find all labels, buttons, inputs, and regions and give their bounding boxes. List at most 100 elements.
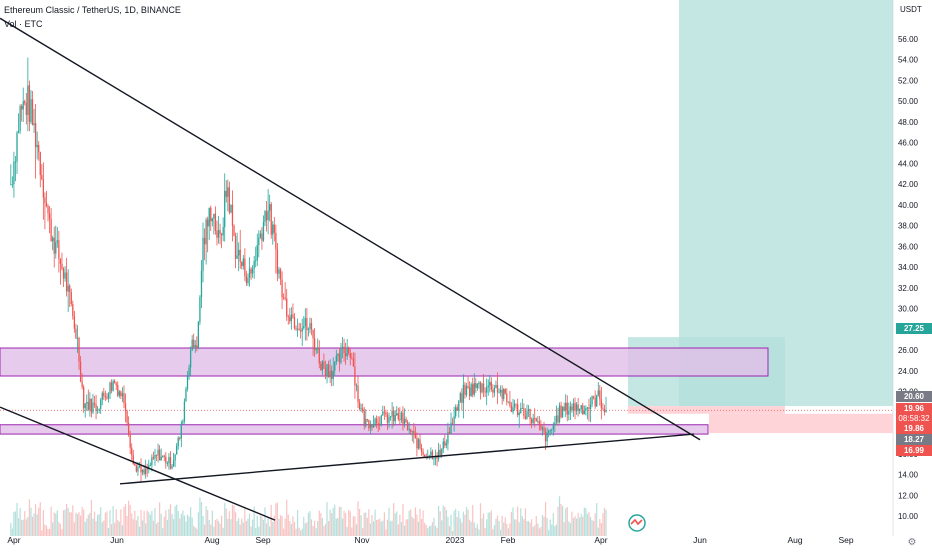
candle[interactable]: [244, 258, 246, 277]
candle[interactable]: [602, 408, 604, 410]
candle[interactable]: [253, 261, 255, 269]
candle[interactable]: [351, 357, 353, 359]
candle[interactable]: [143, 469, 145, 474]
candle[interactable]: [375, 418, 378, 424]
candle[interactable]: [458, 401, 460, 411]
candle[interactable]: [114, 380, 116, 384]
candle[interactable]: [298, 328, 300, 331]
candle[interactable]: [177, 437, 179, 446]
candle[interactable]: [520, 408, 522, 413]
candle[interactable]: [577, 404, 579, 412]
candle[interactable]: [124, 403, 127, 411]
candle[interactable]: [101, 392, 103, 400]
candle[interactable]: [290, 314, 293, 322]
candle[interactable]: [152, 457, 155, 459]
candle[interactable]: [357, 385, 359, 403]
candle[interactable]: [213, 213, 215, 219]
candle[interactable]: [34, 123, 37, 148]
candle[interactable]: [473, 383, 475, 395]
candle[interactable]: [486, 387, 488, 393]
candle[interactable]: [197, 322, 200, 349]
candle[interactable]: [586, 407, 589, 409]
candle[interactable]: [306, 318, 308, 330]
candle[interactable]: [65, 272, 68, 292]
candle[interactable]: [541, 427, 544, 430]
candle[interactable]: [358, 402, 361, 410]
candle[interactable]: [73, 316, 76, 329]
candle[interactable]: [588, 407, 590, 409]
candle[interactable]: [479, 382, 482, 393]
candle[interactable]: [456, 407, 458, 411]
candle[interactable]: [100, 399, 102, 409]
candle[interactable]: [262, 221, 265, 241]
candle[interactable]: [524, 415, 527, 419]
candle[interactable]: [123, 393, 125, 404]
candle[interactable]: [518, 412, 520, 416]
candle[interactable]: [334, 362, 336, 371]
candle[interactable]: [574, 403, 576, 411]
candle[interactable]: [313, 338, 316, 351]
candle[interactable]: [538, 421, 541, 425]
candle[interactable]: [158, 449, 161, 461]
candle[interactable]: [182, 420, 184, 424]
candle[interactable]: [515, 403, 517, 405]
candle[interactable]: [523, 408, 525, 416]
candle[interactable]: [405, 418, 407, 423]
candle[interactable]: [482, 383, 485, 392]
candle[interactable]: [540, 424, 542, 430]
candle[interactable]: [256, 244, 258, 261]
candle[interactable]: [188, 367, 190, 377]
candle[interactable]: [447, 432, 449, 444]
candle[interactable]: [386, 414, 389, 423]
candle[interactable]: [81, 381, 83, 387]
candle[interactable]: [185, 388, 187, 402]
candle[interactable]: [464, 384, 466, 395]
candle[interactable]: [355, 385, 358, 387]
candle[interactable]: [24, 101, 26, 104]
candle[interactable]: [489, 382, 491, 386]
candle[interactable]: [148, 465, 150, 469]
candle[interactable]: [472, 384, 474, 395]
candle[interactable]: [295, 328, 297, 330]
candle[interactable]: [13, 161, 15, 185]
candle[interactable]: [264, 211, 266, 222]
candle[interactable]: [371, 424, 373, 428]
candle[interactable]: [414, 433, 417, 438]
candle[interactable]: [380, 415, 382, 426]
candle[interactable]: [265, 211, 268, 221]
candle[interactable]: [448, 432, 451, 434]
candle[interactable]: [403, 418, 406, 424]
candle[interactable]: [61, 263, 63, 269]
candle[interactable]: [106, 397, 108, 399]
candle[interactable]: [504, 389, 506, 394]
candle[interactable]: [278, 269, 280, 274]
projection-target-zone[interactable]: [679, 0, 893, 407]
candle[interactable]: [284, 297, 286, 299]
candle[interactable]: [455, 407, 457, 417]
candle[interactable]: [214, 213, 217, 231]
candle[interactable]: [379, 424, 381, 426]
candle[interactable]: [109, 382, 111, 394]
candle[interactable]: [189, 350, 192, 368]
candle[interactable]: [496, 384, 499, 393]
candle[interactable]: [16, 132, 18, 162]
candle[interactable]: [269, 204, 271, 211]
candle[interactable]: [154, 454, 156, 459]
candle[interactable]: [467, 386, 469, 388]
candle[interactable]: [70, 292, 72, 305]
candle[interactable]: [155, 454, 158, 456]
candle[interactable]: [365, 419, 367, 426]
candle[interactable]: [90, 398, 93, 413]
candle[interactable]: [568, 410, 570, 415]
candle[interactable]: [592, 396, 595, 398]
candle[interactable]: [492, 389, 494, 393]
candle[interactable]: [594, 397, 596, 407]
candle[interactable]: [503, 389, 505, 399]
candle[interactable]: [493, 388, 496, 393]
candle[interactable]: [318, 347, 320, 364]
candle[interactable]: [569, 406, 572, 411]
candle[interactable]: [48, 213, 51, 219]
candle[interactable]: [599, 390, 601, 400]
candle[interactable]: [286, 298, 288, 317]
candle[interactable]: [501, 389, 503, 399]
